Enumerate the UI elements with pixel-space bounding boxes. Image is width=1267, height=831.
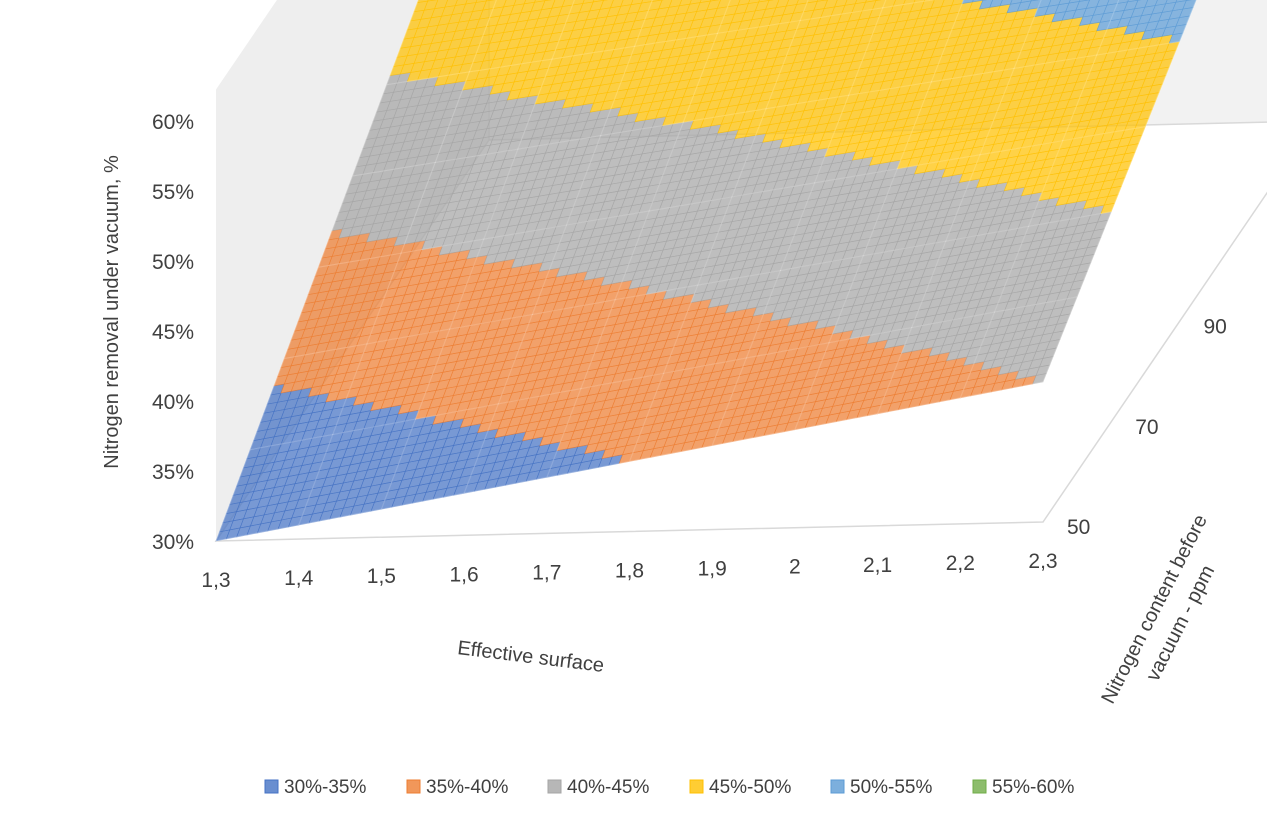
surface-tile — [492, 0, 507, 9]
surface-tile — [544, 0, 552, 2]
surface-plot — [215, 0, 1197, 542]
surface-tile — [427, 0, 438, 2]
surface-tile — [592, 0, 604, 3]
surface-tile — [582, 0, 595, 4]
surface-tile — [503, 0, 517, 8]
surface-tile — [434, 0, 448, 10]
surface-tile — [599, 0, 614, 10]
surface-tile — [551, 0, 565, 9]
surface-tile — [561, 0, 575, 7]
surface-tile — [572, 0, 585, 6]
surface-tile — [523, 0, 536, 5]
surface-tile — [541, 0, 556, 11]
surface-tile — [482, 0, 497, 11]
surface-tile — [534, 0, 546, 3]
surface-tile — [454, 0, 468, 6]
surface-tile — [485, 0, 495, 2]
surface-tile — [475, 0, 487, 3]
surface-tile — [416, 0, 429, 3]
surface-tile — [465, 0, 478, 5]
surface-tile — [423, 0, 439, 11]
surface-tile — [444, 0, 458, 8]
surface-tile — [513, 0, 526, 6]
